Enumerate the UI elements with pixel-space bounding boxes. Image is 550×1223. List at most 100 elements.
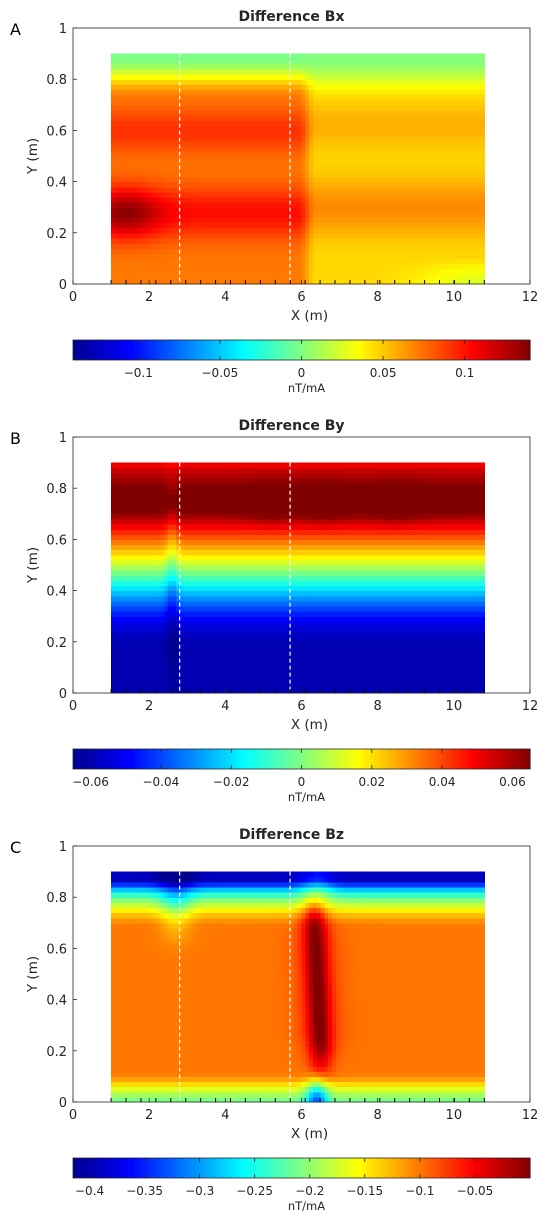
heatmap-cell [442,217,447,224]
heatmap-cell [469,63,474,70]
heatmap-cell [415,58,421,65]
heatmap-cell [351,253,356,259]
heatmap-cell [423,176,428,183]
heatmap-cell [133,222,139,229]
heatmap-cell [430,212,436,219]
heatmap-cell [236,202,242,208]
heatmap-cell [133,232,139,239]
heatmap-cell [187,84,192,91]
heatmap-cell [187,227,192,234]
heatmap-cell [370,217,375,224]
heatmap-cell [305,268,310,275]
heatmap-cell [450,140,455,147]
heatmap-cell [366,181,371,188]
heatmap-cell [438,227,444,234]
heatmap-cell [331,181,337,188]
heatmap-cell [206,145,211,152]
heatmap-cell [133,600,139,607]
heatmap-cell [419,161,424,167]
heatmap-cell [286,109,291,116]
heatmap-cell [114,268,120,275]
heatmap-cell [221,232,226,239]
heatmap-cell [335,278,341,285]
heatmap-cell [145,150,150,157]
heatmap-cell [160,202,165,208]
heatmap-cell [232,171,238,178]
colorbar-segment [259,340,265,360]
heatmap-cell [427,191,432,198]
heatmap-cell [114,99,120,106]
heatmap-cell [331,253,337,259]
heatmap-cell [210,58,215,65]
heatmap-cell [400,253,405,259]
heatmap-cell [453,140,459,147]
heatmap-cell [442,135,447,142]
heatmap-cell [175,89,181,96]
heatmap-cell [137,130,143,137]
colorbar-segment [351,340,356,360]
heatmap-cell [278,202,284,208]
heatmap-cell [206,268,211,275]
heatmap-cell [183,227,188,234]
heatmap-cell [221,145,226,152]
heatmap-cell [290,217,295,224]
heatmap-cell [316,104,322,111]
heatmap-cell [114,278,120,285]
heatmap-cell [164,145,169,152]
heatmap-cell [122,518,127,525]
heatmap-cell [191,130,196,137]
heatmap-cell [145,156,150,162]
heatmap-cell [320,150,325,157]
heatmap-cell [210,135,215,142]
heatmap-cell [324,130,329,137]
heatmap-cell [122,513,127,520]
heatmap-cell [396,253,402,259]
heatmap-cell [244,217,249,224]
heatmap-cell [133,140,139,147]
heatmap-cell [358,186,364,193]
heatmap-cell [400,232,405,239]
heatmap-cell [434,207,440,213]
heatmap-cell [480,263,485,270]
heatmap-cell [271,115,276,121]
heatmap-cell [335,166,341,172]
heatmap-cell [232,243,238,249]
heatmap-cell [400,268,405,275]
heatmap-cell [251,94,257,101]
heatmap-cell [137,248,143,254]
heatmap-cell [465,176,470,183]
heatmap-cell [465,278,470,285]
heatmap-cell [202,99,207,106]
heatmap-cell [385,130,390,137]
heatmap-cell [267,258,272,265]
heatmap-cell [168,120,173,126]
heatmap-cell [114,186,120,193]
heatmap-cell [137,672,143,679]
heatmap-cell [152,104,158,111]
colorbar-segment [404,340,409,360]
heatmap-cell [305,207,310,213]
heatmap-cell [442,115,447,121]
heatmap-cell [476,140,482,147]
heatmap-cell [183,202,188,208]
heatmap-cell [118,109,124,116]
heatmap-cell [122,462,127,469]
heatmap-cell [145,89,150,96]
heatmap-cell [248,150,253,157]
heatmap-cell [114,662,120,668]
heatmap-cell [240,237,245,244]
heatmap-cell [472,115,478,121]
heatmap-cell [351,202,356,208]
heatmap-cell [149,140,154,147]
heatmap-cell [324,135,329,142]
heatmap-cell [480,212,485,219]
heatmap-cell [476,89,482,96]
heatmap-cell [282,125,287,131]
heatmap-cell [331,243,337,249]
heatmap-cell [118,539,124,546]
heatmap-cell [286,99,291,106]
heatmap-cell [366,196,371,203]
heatmap-cell [111,89,116,96]
colorbar-segment [130,340,135,360]
heatmap-cell [271,140,276,147]
